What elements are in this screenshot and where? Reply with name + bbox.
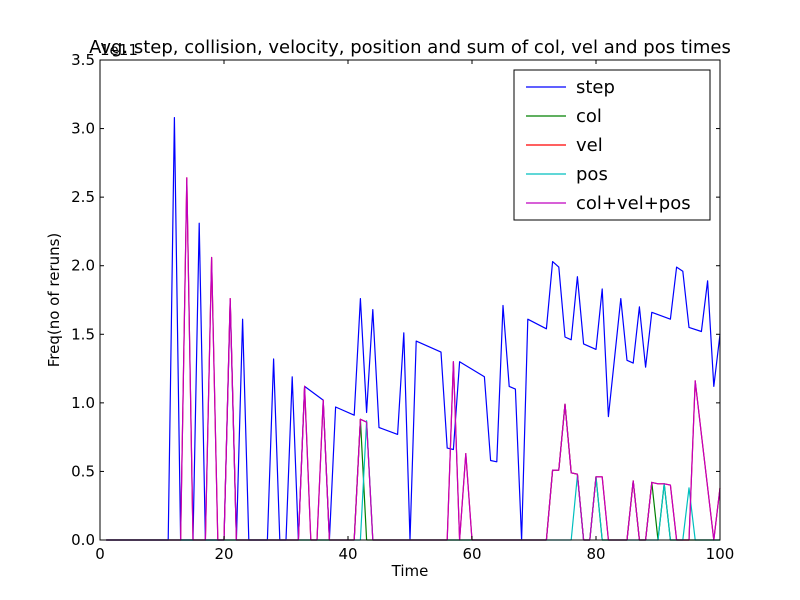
legend: step col vel pos col+vel+pos <box>513 69 711 221</box>
x-tick-label: 80 <box>586 545 605 563</box>
x-tick-label: 20 <box>214 545 233 563</box>
y-tick-label: 1.0 <box>71 394 95 412</box>
chart-title: Avg. step, collision, velocity, position… <box>89 37 731 58</box>
y-axis: 0.0 0.5 1.0 1.5 2.0 2.5 3.0 3.5 <box>71 51 720 549</box>
x-tick-label: 0 <box>95 545 105 563</box>
legend-label-col-vel-pos: col+vel+pos <box>576 193 691 214</box>
y-tick-label: 0.0 <box>71 531 95 549</box>
y-tick-label: 3.0 <box>71 120 95 138</box>
y-tick-label: 1.5 <box>71 325 95 343</box>
legend-label-step: step <box>576 77 615 98</box>
legend-label-pos: pos <box>576 164 608 185</box>
x-tick-label: 40 <box>338 545 357 563</box>
y-scale-label: 1e11 <box>100 41 138 59</box>
y-tick-label: 2.0 <box>71 257 95 275</box>
x-axis: 0 20 40 60 80 100 <box>95 60 734 563</box>
y-axis-title: Freq(no of reruns) <box>45 233 63 368</box>
legend-label-col: col <box>576 106 602 127</box>
y-tick-label: 3.5 <box>71 51 95 69</box>
y-tick-label: 2.5 <box>71 188 95 206</box>
plot-frame <box>99 59 721 541</box>
x-tick-label: 100 <box>706 545 735 563</box>
legend-label-vel: vel <box>576 135 603 156</box>
x-tick-label: 60 <box>462 545 481 563</box>
y-tick-label: 0.5 <box>71 462 95 480</box>
x-axis-title: Time <box>391 562 429 580</box>
